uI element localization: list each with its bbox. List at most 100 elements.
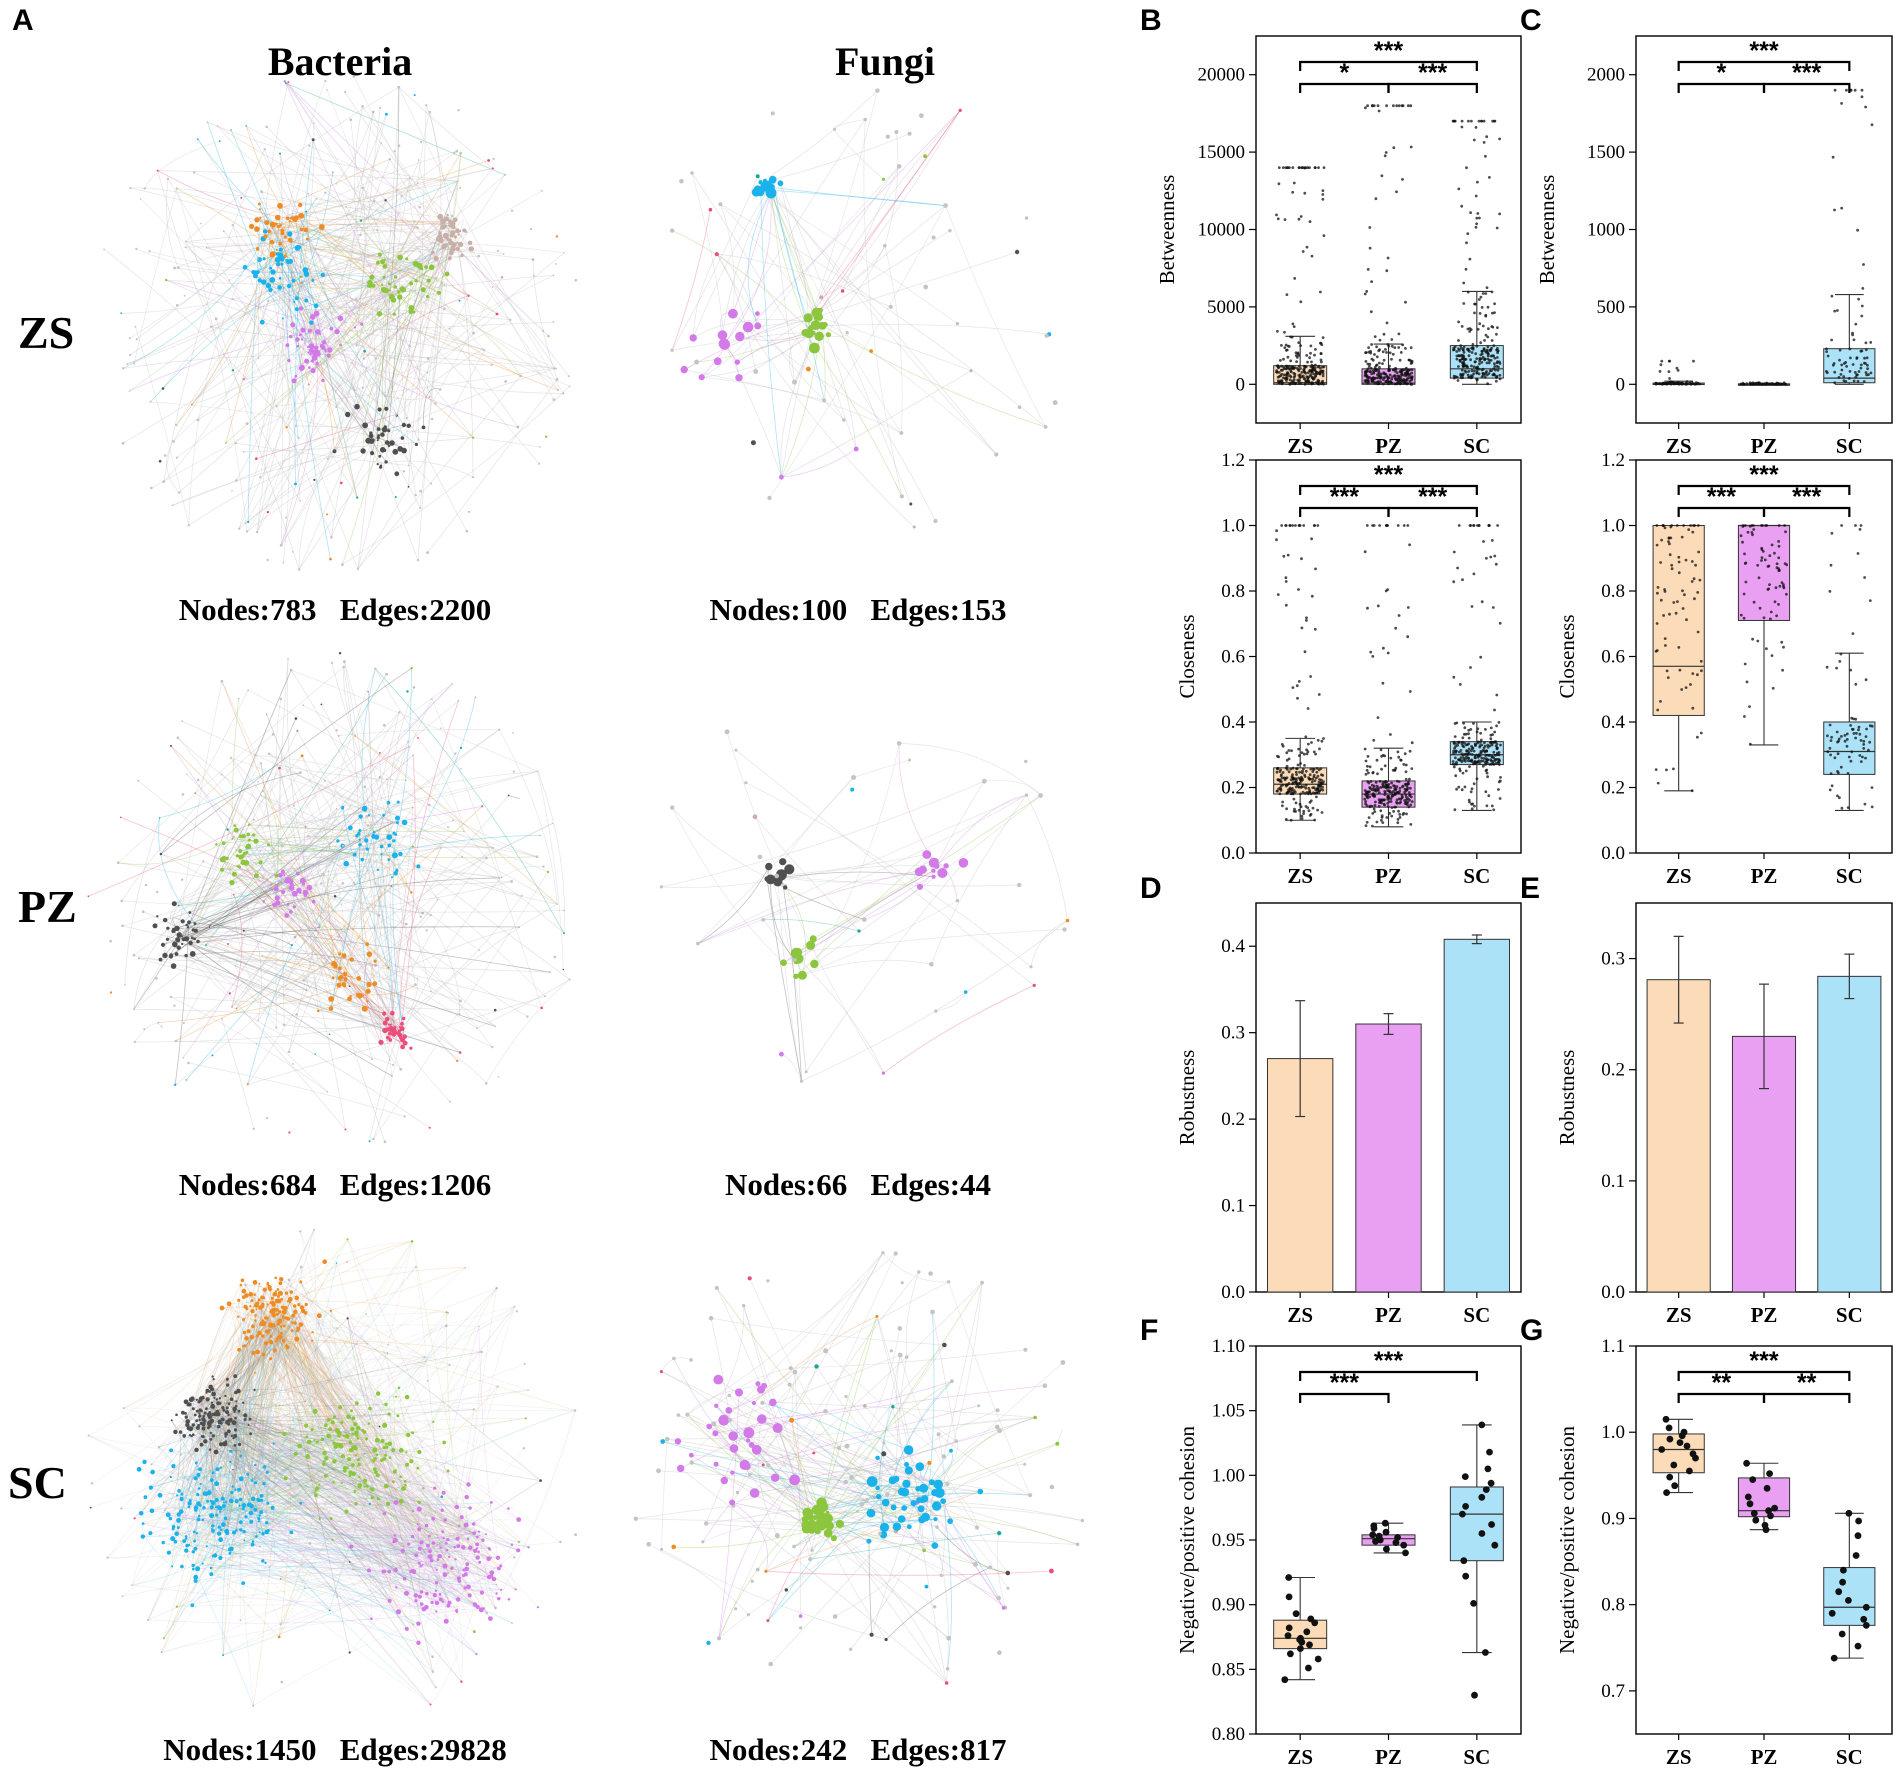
- data-point: [1478, 216, 1481, 220]
- data-point: [1310, 254, 1314, 258]
- data-point: [1285, 364, 1289, 368]
- data-point: [1476, 727, 1480, 731]
- data-point: [1297, 588, 1300, 591]
- data-point: [1277, 182, 1281, 186]
- data-point: [1755, 381, 1759, 385]
- data-point: [1766, 1470, 1773, 1477]
- data-point: [1478, 754, 1482, 758]
- data-point: [1306, 360, 1309, 364]
- data-point: [1765, 524, 1769, 527]
- data-point: [1781, 668, 1784, 672]
- data-point: [1497, 365, 1500, 369]
- x-tick-label-pz: PZ: [1375, 864, 1402, 888]
- data-point: [1470, 364, 1473, 368]
- nodes: [670, 88, 1058, 529]
- data-point: [1489, 555, 1493, 559]
- data-point: [1858, 732, 1862, 736]
- data-point: [1299, 344, 1302, 347]
- data-point: [1409, 346, 1413, 350]
- box-pz: [1361, 104, 1416, 386]
- data-point: [1691, 672, 1695, 675]
- panel-label-b: B: [1140, 4, 1162, 37]
- data-point: [1282, 367, 1286, 370]
- data-point: [1310, 360, 1313, 364]
- data-point: [1474, 744, 1477, 747]
- data-point: [1477, 119, 1481, 123]
- x-tick-label-zs: ZS: [1287, 434, 1313, 458]
- box-iqr: [1737, 525, 1791, 621]
- data-point: [1407, 782, 1410, 786]
- data-point: [1299, 762, 1302, 765]
- data-point: [1377, 349, 1381, 353]
- data-point: [1743, 524, 1747, 527]
- y-tick-label: 0.80: [1212, 1724, 1245, 1745]
- data-point: [1860, 1615, 1868, 1623]
- nodes: [87, 1228, 577, 1707]
- data-point: [1405, 382, 1409, 386]
- data-point: [1386, 797, 1390, 801]
- data-point: [1771, 686, 1775, 690]
- data-point: [1486, 745, 1490, 749]
- data-point: [1466, 752, 1470, 756]
- data-point: [1289, 778, 1293, 782]
- data-point: [1300, 375, 1304, 379]
- data-point: [1452, 749, 1455, 753]
- y-tick-label: 1500: [1587, 142, 1625, 163]
- data-point: [1306, 750, 1310, 754]
- data-point: [1472, 372, 1475, 376]
- data-point: [1750, 1509, 1758, 1517]
- data-point: [1495, 693, 1499, 697]
- data-point: [1289, 359, 1293, 363]
- y-axis-label: Robustness: [1175, 1050, 1199, 1146]
- data-point: [1675, 524, 1679, 527]
- data-point: [1851, 632, 1855, 635]
- data-point: [1659, 700, 1662, 703]
- y-tick-label: 0.6: [1221, 647, 1245, 668]
- data-point: [1480, 306, 1484, 309]
- data-point: [1308, 800, 1312, 804]
- data-point: [1302, 767, 1305, 771]
- data-point: [1778, 382, 1782, 386]
- data-point: [1481, 371, 1485, 375]
- data-point: [1485, 758, 1489, 762]
- data-point: [1381, 783, 1385, 786]
- data-point: [1371, 378, 1374, 382]
- x-tick-label-pz: PZ: [1375, 1745, 1402, 1769]
- data-point: [1452, 550, 1456, 554]
- data-point: [1404, 366, 1408, 370]
- data-point: [1291, 781, 1295, 785]
- significance-label: ***: [1330, 483, 1359, 511]
- data-point: [1312, 775, 1316, 779]
- data-point: [1498, 212, 1501, 216]
- data-point: [1320, 781, 1323, 785]
- significance-bracket: [1762, 82, 1851, 93]
- data-point: [1276, 364, 1279, 368]
- data-point: [1319, 358, 1323, 362]
- data-point: [1393, 784, 1397, 788]
- data-point: [1395, 800, 1398, 804]
- data-point: [1499, 743, 1502, 747]
- data-point: [1845, 1509, 1853, 1517]
- column-title-bacteria: Bacteria: [268, 39, 412, 84]
- data-point: [1300, 370, 1304, 374]
- data-point: [1303, 764, 1306, 767]
- data-point: [1317, 791, 1321, 794]
- data-point: [1385, 321, 1389, 325]
- data-point: [1495, 376, 1498, 379]
- data-point: [1367, 816, 1371, 819]
- data-point: [1308, 369, 1311, 373]
- data-point: [1369, 1531, 1377, 1539]
- data-point: [1306, 1641, 1313, 1649]
- data-point: [1492, 372, 1496, 376]
- data-point: [1409, 375, 1413, 379]
- data-point: [1284, 524, 1288, 527]
- data-point: [1390, 814, 1394, 818]
- data-point: [1315, 372, 1319, 376]
- data-point: [1277, 755, 1280, 759]
- data-point: [1381, 753, 1385, 757]
- data-point: [1739, 382, 1743, 386]
- data-point: [1285, 807, 1288, 811]
- data-point: [1374, 800, 1377, 804]
- data-point: [1464, 370, 1468, 374]
- data-point: [1484, 728, 1487, 731]
